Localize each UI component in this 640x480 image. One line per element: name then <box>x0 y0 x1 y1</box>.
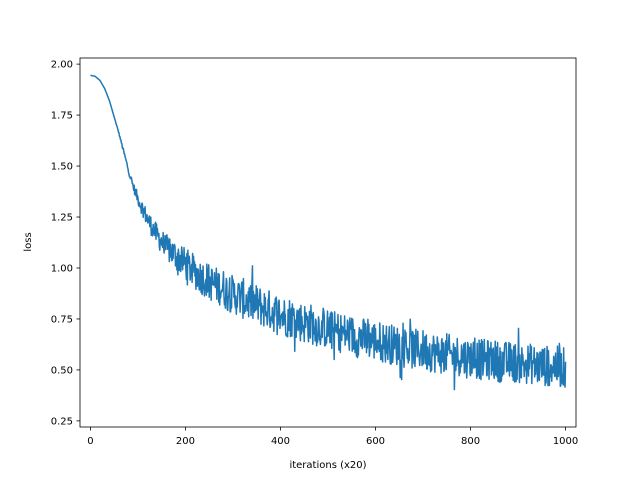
y-axis-label: loss <box>23 232 34 251</box>
x-axis-label: iterations (x20) <box>289 460 366 471</box>
y-tick-label: 0.75 <box>51 314 73 325</box>
y-tick-label: 1.25 <box>51 213 73 224</box>
y-tick-label: 1.00 <box>51 263 73 274</box>
y-tick-label: 1.75 <box>51 111 73 122</box>
y-tick-label: 1.50 <box>51 162 73 173</box>
y-tick-label: 0.25 <box>51 416 73 427</box>
x-tick-label: 200 <box>176 436 195 447</box>
y-tick-label: 2.00 <box>51 60 73 71</box>
x-tick-label: 600 <box>366 436 385 447</box>
x-tick-label: 1000 <box>553 436 578 447</box>
plot-area <box>90 74 567 391</box>
loss-series-line <box>90 74 567 391</box>
y-tick-label: 0.50 <box>51 365 73 376</box>
x-tick-label: 400 <box>271 436 290 447</box>
y-axis-ticks: 0.25 0.50 0.75 1.00 1.25 1.50 1.75 2.00 <box>51 60 80 427</box>
x-tick-label: 0 <box>87 436 93 447</box>
x-axis-ticks: 0 200 400 600 800 1000 <box>87 427 578 447</box>
x-tick-label: 800 <box>461 436 480 447</box>
axes-frame <box>79 57 577 428</box>
